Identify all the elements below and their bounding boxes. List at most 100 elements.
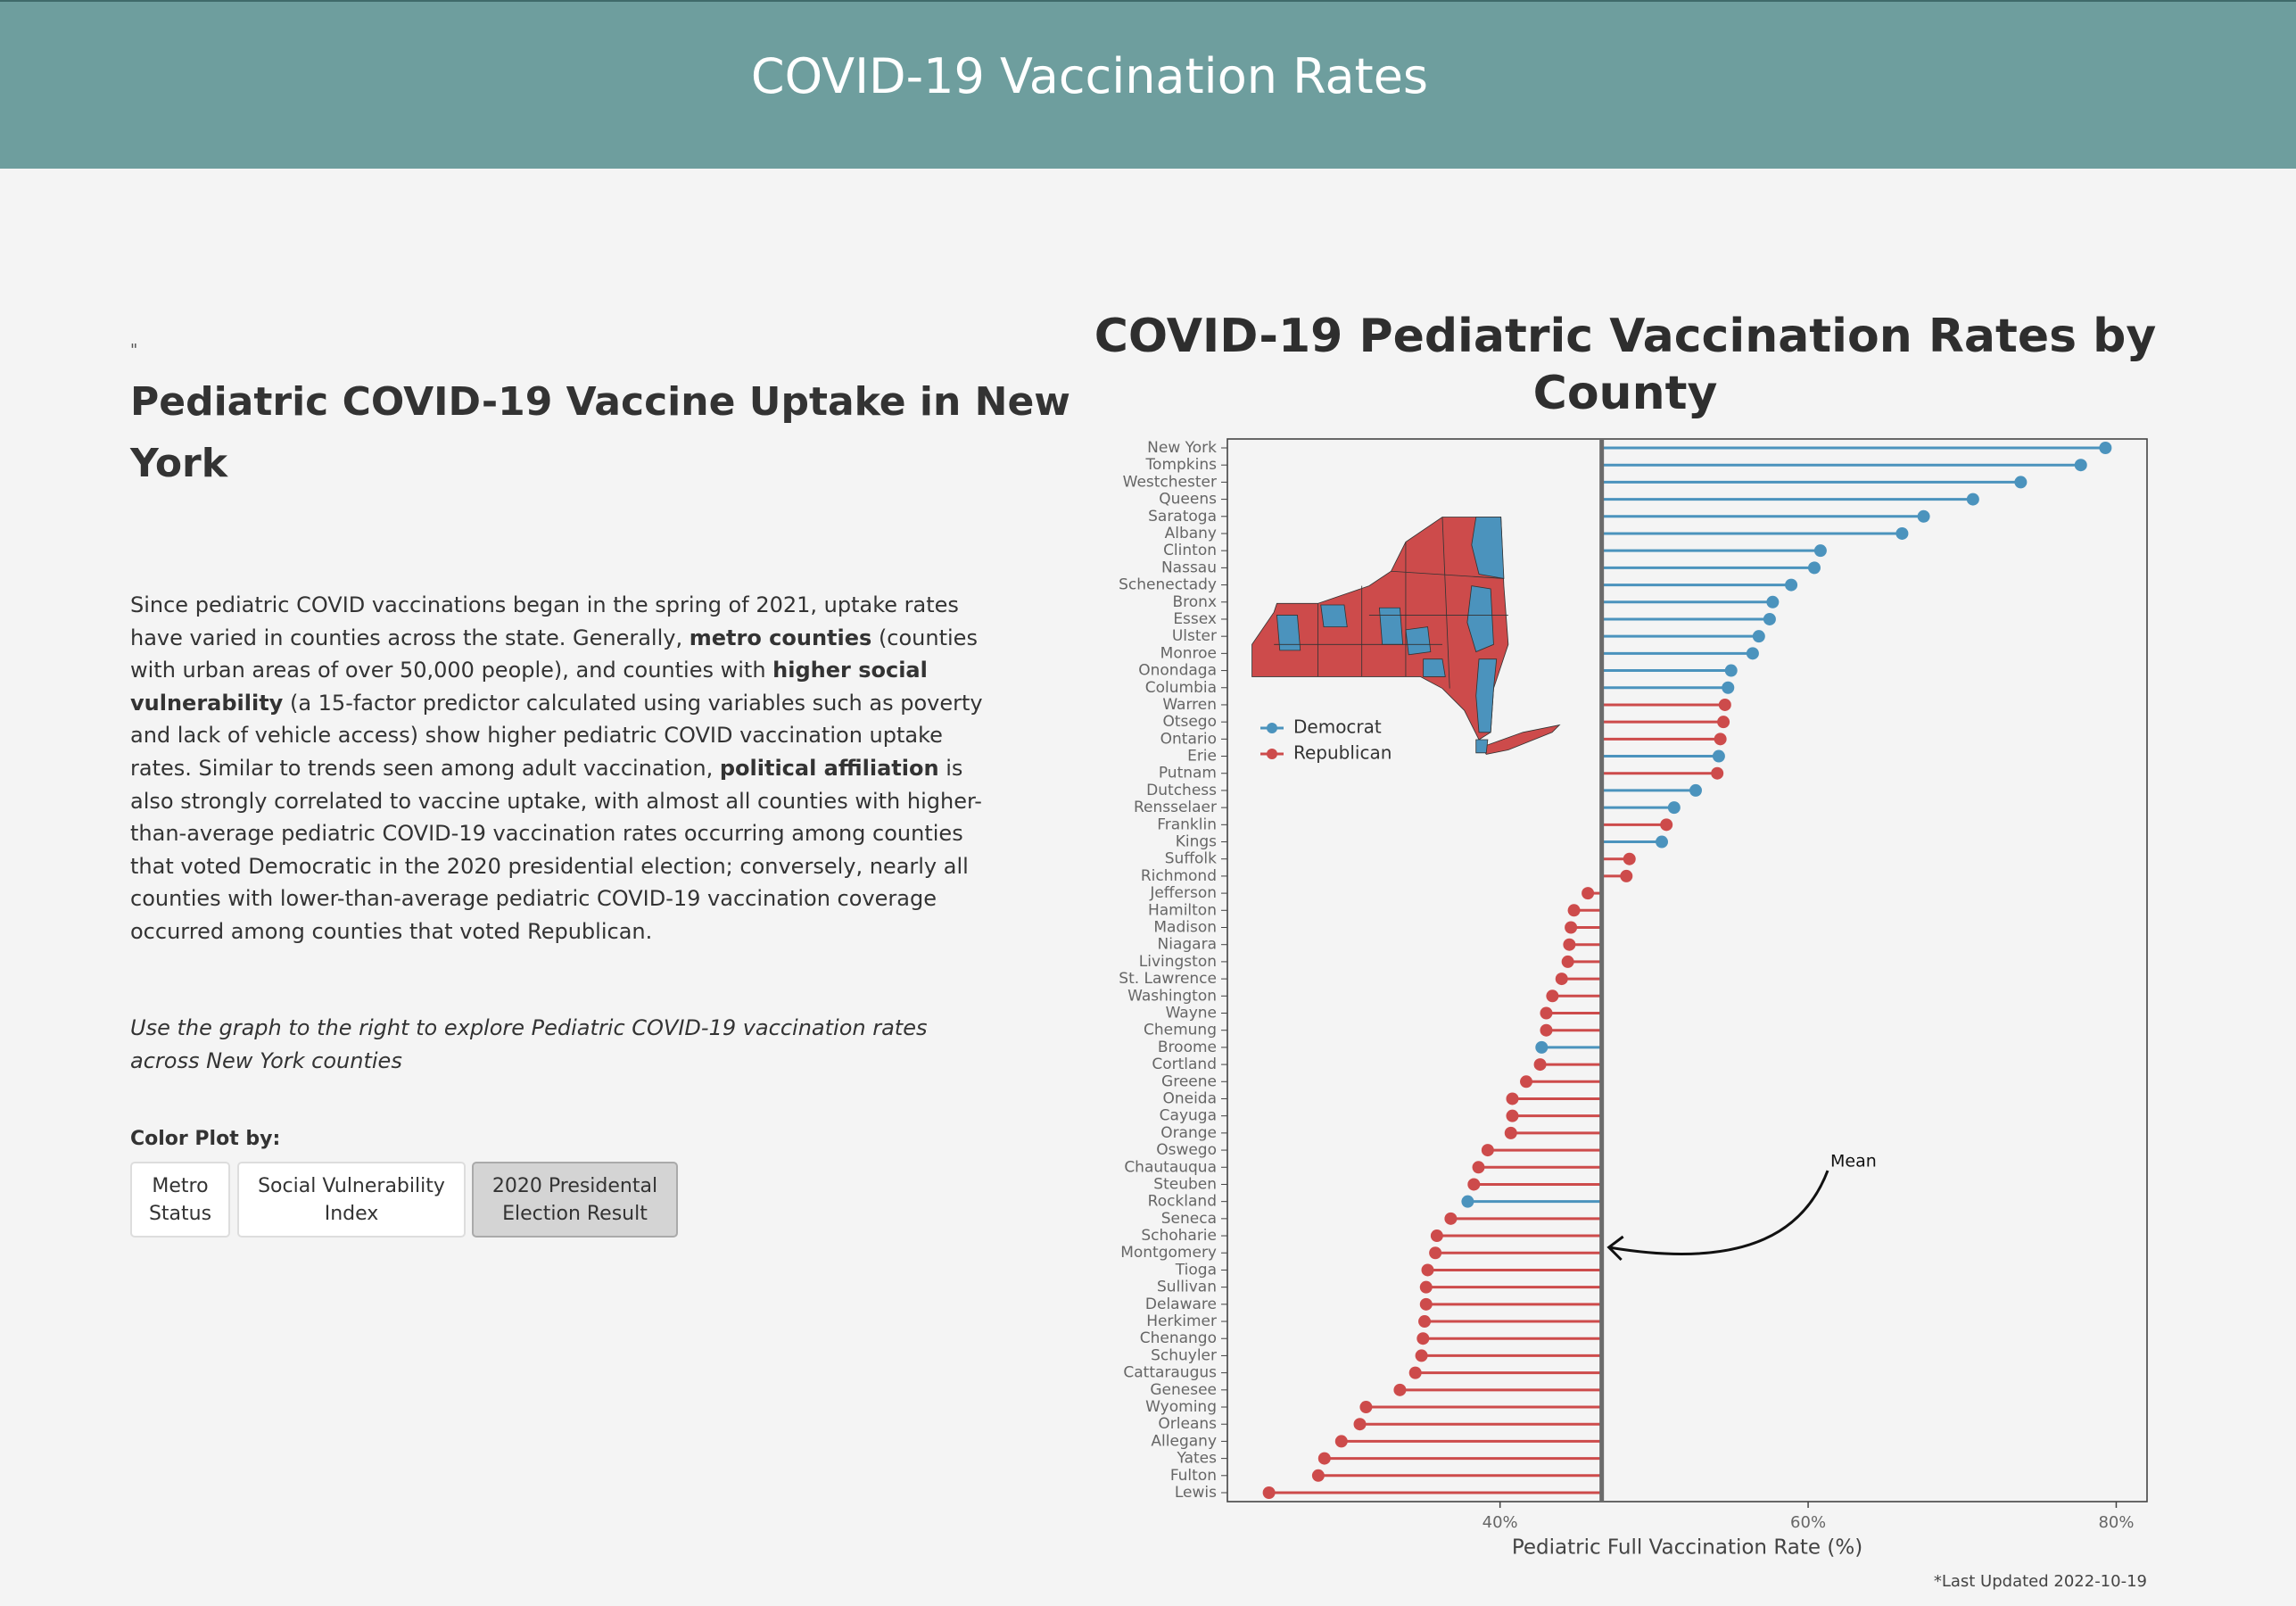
lollipop-dot xyxy=(1393,1383,1407,1396)
y-tick-label: Washington xyxy=(1127,987,1217,1005)
y-tick-label: St. Lawrence xyxy=(1119,970,1217,988)
y-tick-label: Ontario xyxy=(1160,730,1217,748)
y-tick-label: Bronx xyxy=(1172,593,1217,611)
lollipop-dot xyxy=(1430,1229,1443,1243)
y-tick-label: Fulton xyxy=(1170,1467,1217,1485)
y-tick-label: Delaware xyxy=(1145,1296,1217,1313)
y-tick-label: Montgomery xyxy=(1120,1244,1217,1262)
lollipop-dot xyxy=(1317,1452,1331,1465)
y-tick-label: Putnam xyxy=(1159,765,1217,782)
y-tick-label: Broome xyxy=(1158,1039,1217,1056)
lollipop-dot xyxy=(1540,1006,1553,1020)
lollipop-dot xyxy=(1711,766,1724,780)
y-tick-label: Monroe xyxy=(1160,644,1217,662)
y-tick-label: Rockland xyxy=(1148,1193,1217,1211)
annotation: Mean xyxy=(1830,1152,1877,1171)
y-tick-label: Orleans xyxy=(1158,1415,1217,1433)
y-tick-label: Schenectady xyxy=(1119,576,1217,594)
y-tick-label: Wyoming xyxy=(1145,1398,1217,1416)
lollipop-dot xyxy=(1567,904,1581,917)
lollipop-dot xyxy=(2074,459,2087,472)
y-tick-label: Chenango xyxy=(1140,1329,1217,1347)
bold-text: metro counties xyxy=(689,625,872,650)
y-tick-label: Columbia xyxy=(1145,679,1217,697)
arrow-head xyxy=(1606,1235,1624,1262)
lollipop-dot xyxy=(1418,1315,1432,1329)
page-title: COVID-19 Vaccination Rates xyxy=(750,48,1429,104)
lollipop-dot xyxy=(1623,852,1636,865)
y-tick-label: Kings xyxy=(1176,833,1217,851)
lollipop-dot xyxy=(1689,783,1702,797)
y-tick-label: Orange xyxy=(1160,1124,1217,1142)
y-tick-label: Clinton xyxy=(1163,542,1217,559)
lollipop-dot xyxy=(1895,526,1909,540)
y-tick-label: Essex xyxy=(1173,610,1217,628)
text-run: Since pediatric COVID vaccinations began… xyxy=(130,592,959,650)
color-button[interactable]: Metro Status xyxy=(130,1162,230,1238)
lollipop-dot xyxy=(1813,544,1827,558)
chart-title: COVID-19 Pediatric Vaccination Rates by … xyxy=(1094,310,2157,420)
y-tick-label: Yates xyxy=(1177,1450,1218,1468)
y-tick-label: Warren xyxy=(1162,696,1217,714)
lollipop-dot xyxy=(1540,1023,1553,1037)
y-tick-label: New York xyxy=(1147,439,1217,457)
y-tick-label: Cattaraugus xyxy=(1123,1364,1217,1382)
y-tick-label: Westchester xyxy=(1123,473,1217,491)
county-region xyxy=(1405,626,1432,656)
legend-swatch xyxy=(1267,749,1277,759)
lollipop-dot xyxy=(1461,1195,1474,1208)
lollipop-dot xyxy=(1546,989,1559,1003)
lollipop-dot xyxy=(1467,1178,1481,1191)
lollipop-dot xyxy=(1966,493,1979,506)
color-button[interactable]: Social Vulnerability Index xyxy=(237,1162,466,1238)
text-run: is also strongly correlated to vaccine u… xyxy=(130,755,982,944)
lollipop-dot xyxy=(1807,561,1821,575)
y-tick-label: Greene xyxy=(1161,1072,1217,1090)
lollipop-dot xyxy=(2099,442,2112,454)
y-tick-label: Allegany xyxy=(1151,1432,1217,1450)
long-island xyxy=(1481,724,1561,755)
y-tick-label: Albany xyxy=(1165,525,1217,542)
text-run: (a 15-factor predictor calculated using … xyxy=(130,690,983,781)
y-tick-label: Herkimer xyxy=(1146,1312,1217,1330)
legend-label: Republican xyxy=(1293,742,1392,764)
lollipop-dot xyxy=(1763,612,1776,625)
y-tick-label: Livingston xyxy=(1139,953,1217,971)
y-tick-label: Jefferson xyxy=(1149,884,1217,902)
lollipop-dot xyxy=(1419,1297,1433,1311)
x-tick-label: 80% xyxy=(2098,1513,2134,1532)
lollipop-dot xyxy=(1718,698,1731,711)
county-region xyxy=(1471,517,1505,579)
color-button[interactable]: 2020 Presidental Election Result xyxy=(472,1162,678,1238)
lollipop-dot xyxy=(1555,973,1568,986)
y-tick-label: Genesee xyxy=(1150,1381,1217,1399)
y-tick-label: Otsego xyxy=(1162,713,1217,731)
bold-text: higher social vulnerability xyxy=(130,658,928,716)
lollipop-dot xyxy=(1506,1092,1519,1105)
lollipop-dot xyxy=(1667,801,1681,815)
county-region xyxy=(1320,604,1348,628)
lollipop-dot xyxy=(1359,1401,1373,1414)
county-borders xyxy=(1274,517,1508,689)
control-label: Color Plot by: xyxy=(130,1128,281,1150)
lollipop-dot xyxy=(1262,1486,1276,1499)
section-heading: Pediatric COVID-19 Vaccine Uptake in New… xyxy=(130,379,1070,486)
y-tick-label: Seneca xyxy=(1161,1210,1217,1228)
y-tick-label: Madison xyxy=(1153,919,1217,937)
lollipop-dot xyxy=(1408,1366,1422,1379)
y-tick-label: Oswego xyxy=(1156,1141,1217,1159)
lollipop-dot xyxy=(1561,955,1574,968)
lollipop-dot xyxy=(1917,509,1930,523)
lollipop-dot xyxy=(1714,733,1727,746)
lollipop-dot xyxy=(1481,1144,1494,1157)
y-tick-label: Schuyler xyxy=(1151,1346,1217,1364)
county-region xyxy=(1276,615,1301,651)
y-tick-label: Steuben xyxy=(1153,1175,1217,1193)
county-region xyxy=(1378,607,1404,645)
y-tick-label: Richmond xyxy=(1141,867,1217,885)
county-map xyxy=(1251,517,1561,755)
lollipop-dot xyxy=(1724,664,1738,677)
y-tick-label: Chemung xyxy=(1144,1022,1217,1039)
lollipop-dot xyxy=(1712,749,1725,763)
